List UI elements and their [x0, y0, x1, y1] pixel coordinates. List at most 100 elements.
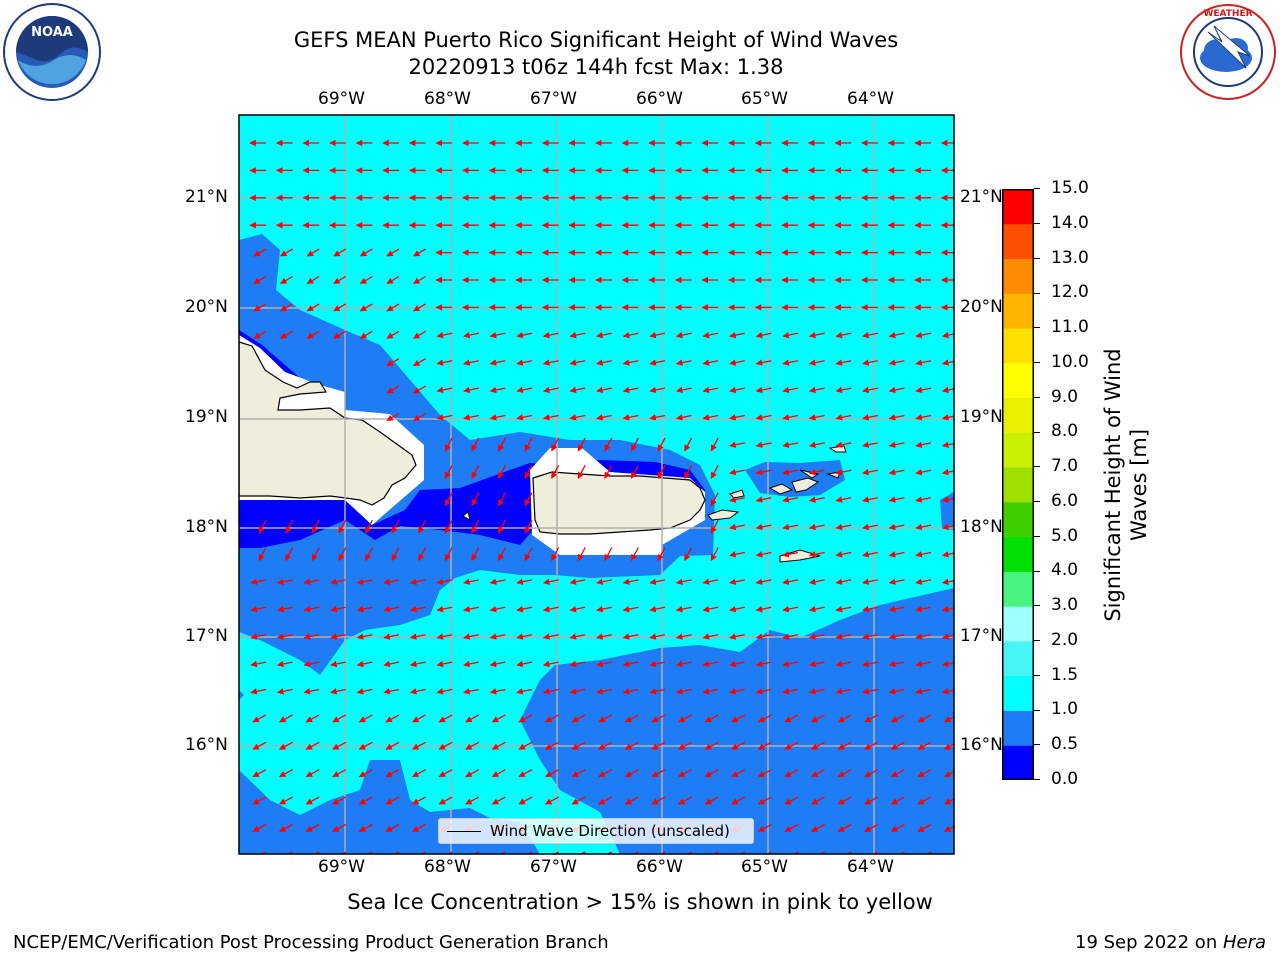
wind-arrow [782, 688, 799, 695]
wind-arrow [383, 688, 400, 695]
colorbar-tick-label: 8.0 [1051, 421, 1079, 442]
wind-arrow [835, 523, 852, 531]
wind-arrow [864, 851, 879, 854]
wind-arrow [915, 331, 932, 339]
wind-arrow [463, 660, 479, 668]
wind-arrow [497, 492, 506, 507]
wind-arrow [280, 275, 293, 285]
wind-arrow [731, 796, 746, 805]
wind-arrow [835, 551, 852, 558]
wind-arrow [864, 796, 879, 805]
wind-arrow [624, 769, 639, 778]
wind-arrow [757, 769, 772, 778]
wind-arrow [358, 714, 373, 723]
wind-arrow [330, 660, 346, 668]
wind-arrow [704, 796, 719, 805]
colorbar-segment [1002, 571, 1034, 607]
wind-arrow [545, 714, 559, 723]
map-panel [238, 114, 955, 855]
wind-arrow [250, 633, 267, 640]
wind-arrow [811, 741, 825, 750]
wind-arrow [888, 551, 905, 558]
wind-arrow [784, 769, 799, 778]
wind-arrow [413, 330, 426, 339]
wind-arrow [782, 386, 799, 394]
wind-arrow [808, 359, 825, 366]
colorbar-segment [1002, 710, 1034, 746]
wind-arrow [463, 414, 479, 421]
wind-arrow [702, 331, 719, 339]
wind-arrow [577, 437, 586, 452]
wind-arrow [944, 716, 954, 723]
wind-arrow [524, 492, 533, 507]
colorbar-tick-label: 12.0 [1051, 282, 1089, 303]
wind-arrow [782, 633, 799, 640]
wind-arrow [438, 741, 453, 750]
wind-arrow [413, 412, 426, 422]
colorbar-tick-mark [1034, 570, 1040, 572]
colorbar-segment [1002, 640, 1034, 677]
wind-arrow [569, 331, 586, 339]
wind-arrow [303, 660, 320, 668]
wind-arrow [729, 359, 745, 366]
wind-arrow [596, 633, 612, 640]
wind-arrow [864, 769, 879, 778]
wind-arrow [385, 714, 400, 723]
sea-ice-caption: Sea Ice Concentration > 15% is shown in … [347, 890, 933, 914]
colorbar-tick-mark [1034, 744, 1040, 746]
map-frame [238, 114, 955, 855]
wind-arrow [651, 714, 666, 723]
wind-arrow [385, 796, 400, 805]
wind-arrow [782, 496, 799, 503]
colorbar-tick-label: 11.0 [1051, 317, 1089, 338]
wind-arrow [675, 578, 692, 585]
wind-arrow [463, 359, 479, 366]
wind-arrow [835, 386, 852, 394]
wind-arrow [808, 578, 825, 585]
wind-arrow [678, 796, 692, 805]
colorbar-segment [1002, 223, 1034, 260]
wind-arrow [678, 741, 692, 750]
wind-arrow [386, 303, 400, 312]
wind-arrow [279, 796, 293, 805]
wind-arrow [436, 633, 453, 640]
wind-arrow [808, 331, 825, 339]
wind-arrow [569, 359, 586, 366]
wind-arrow [757, 796, 772, 805]
wind-arrow [258, 547, 267, 562]
wind-arrow [811, 851, 825, 854]
wind-arrow [862, 331, 878, 339]
wind-arrow [489, 386, 506, 394]
wind-arrow [862, 386, 878, 394]
land-puerto-rico [532, 471, 706, 535]
wind-arrow [888, 331, 905, 339]
wind-arrow [463, 633, 479, 640]
wind-arrow [542, 414, 559, 421]
wind-arrow [491, 769, 506, 778]
colorbar-tick-label: 0.5 [1051, 734, 1079, 755]
wind-arrow [436, 660, 453, 668]
lon-label-top: 67°W [530, 89, 577, 109]
wind-arrow [835, 331, 852, 339]
wind-arrow [359, 275, 373, 285]
colorbar-segment [1002, 397, 1034, 433]
wind-arrow [675, 331, 692, 339]
wind-arrow [917, 851, 932, 854]
lon-label-bottom: 69°W [318, 857, 365, 877]
wind-arrow [729, 331, 745, 339]
wind-arrow [542, 688, 559, 695]
wind-arrow [311, 519, 320, 534]
wind-arrow [444, 464, 453, 479]
chart-title: GEFS MEAN Puerto Rico Significant Height… [293, 28, 899, 52]
wind-arrow [630, 547, 639, 562]
wind-arrow [545, 796, 559, 805]
wind-arrow [941, 468, 954, 476]
wind-arrow [418, 519, 427, 534]
wind-arrow [710, 547, 719, 562]
wind-arrow [596, 359, 612, 366]
wind-arrow [888, 605, 905, 613]
wind-arrow [835, 605, 852, 613]
wind-arrow [359, 330, 373, 339]
wind-arrow [784, 823, 799, 833]
wind-arrow [413, 248, 426, 257]
